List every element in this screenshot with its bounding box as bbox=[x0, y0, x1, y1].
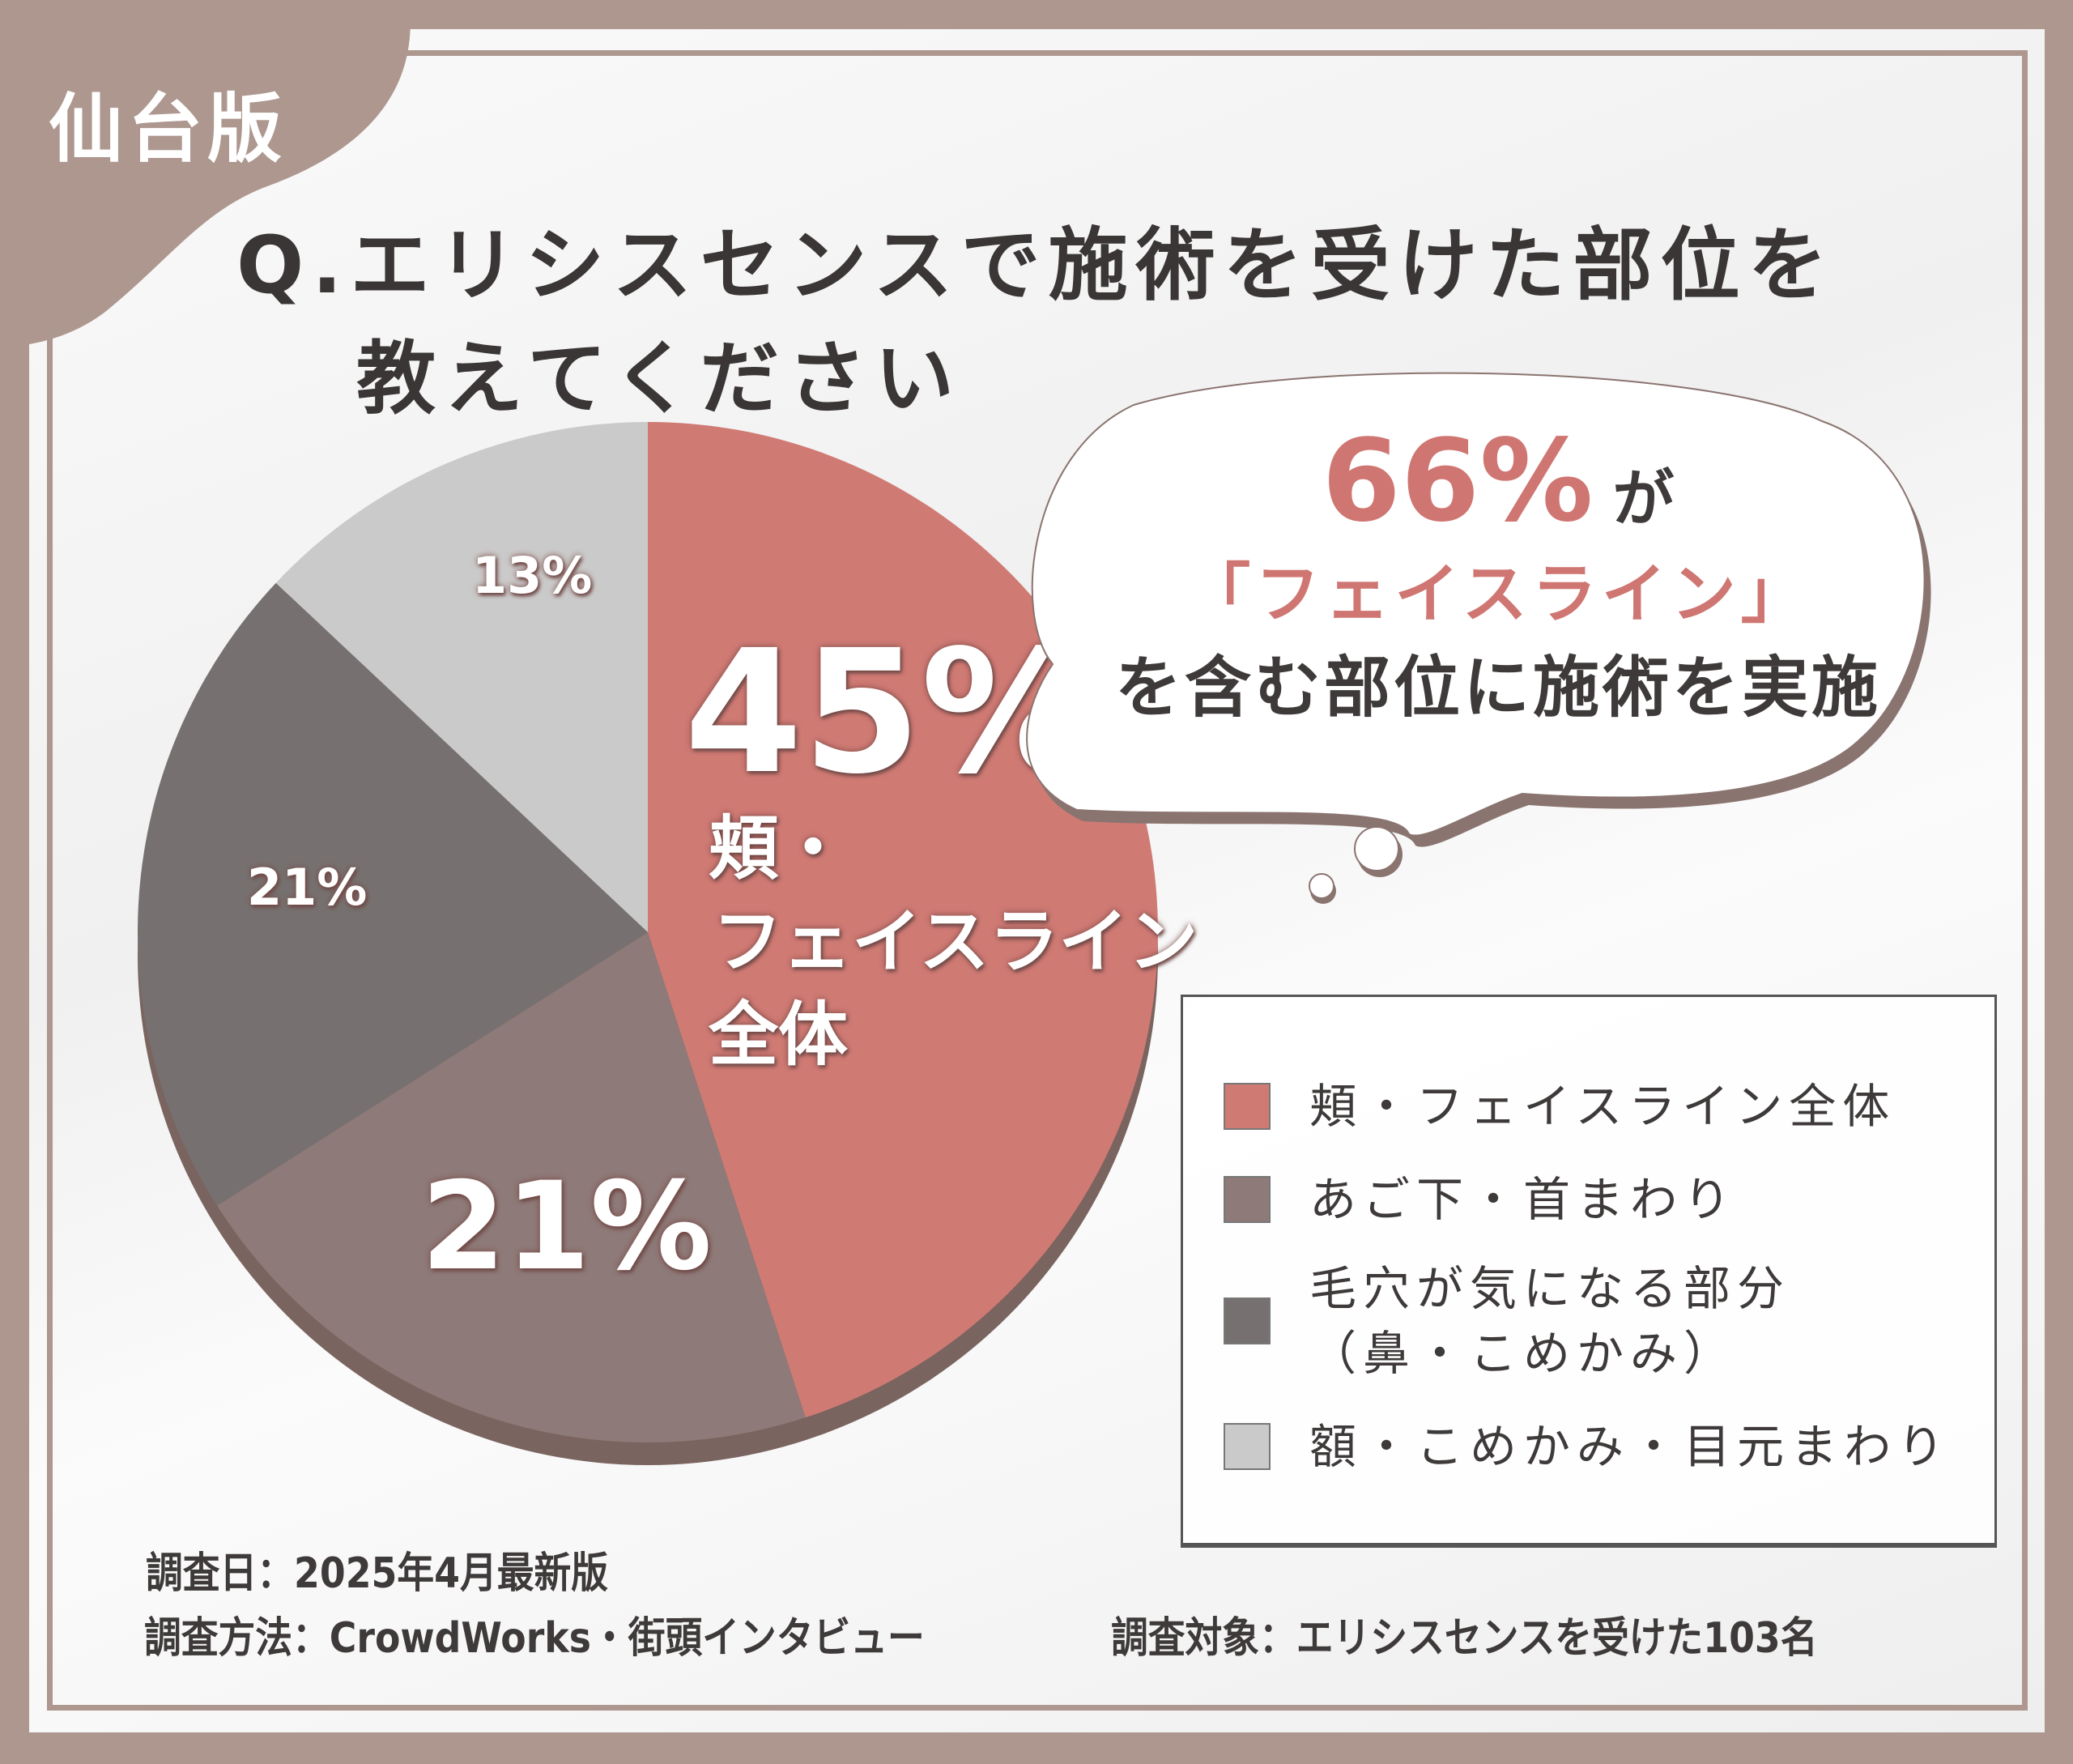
legend-label-line: あご下・首まわり bbox=[1309, 1172, 1738, 1227]
frame-border bbox=[47, 50, 2028, 1711]
legend-swatch bbox=[1224, 1176, 1271, 1223]
callout-head: 66% が bbox=[1053, 425, 1943, 539]
pie-label-2: 21% bbox=[247, 858, 368, 917]
pie-slice-0 bbox=[648, 422, 1158, 1418]
legend-label-line: 額・こめかみ・目元まわり bbox=[1309, 1419, 1952, 1474]
legend-label: 毛穴が気になる部分 （鼻・こめかみ） bbox=[1309, 1256, 1790, 1386]
legend-label-line: 頬・フェイスライン全体 bbox=[1309, 1079, 1896, 1134]
pie-slice-2 bbox=[137, 582, 648, 1206]
pie-slice-3 bbox=[275, 422, 648, 932]
pie-slice-1 bbox=[217, 932, 806, 1443]
legend-item: 額・こめかみ・目元まわり bbox=[1224, 1414, 1951, 1479]
legend-item: 毛穴が気になる部分 （鼻・こめかみ） bbox=[1224, 1256, 1790, 1386]
pie-label-3: 13% bbox=[472, 546, 593, 605]
legend-swatch bbox=[1224, 1297, 1271, 1344]
footer-date: 調査日：2025年4月最新版 bbox=[146, 1549, 609, 1598]
pie-label-0: 45% bbox=[684, 613, 1092, 812]
pie-sublabel-1: フェイスライン bbox=[713, 901, 1198, 982]
legend-label: あご下・首まわり bbox=[1309, 1167, 1737, 1232]
footer-target: 調査対象：エリシスセンスを受けた103名 bbox=[1111, 1614, 1818, 1663]
legend-label: 額・こめかみ・目元まわり bbox=[1309, 1414, 1951, 1479]
legend-label-line: （鼻・こめかみ） bbox=[1309, 1326, 1738, 1381]
callout-text: を含む部位に施術を実施 bbox=[1114, 650, 1881, 726]
callout-particle: が bbox=[1612, 462, 1675, 535]
callout-percent: 66% bbox=[1322, 415, 1594, 548]
legend: 頬・フェイスライン全体 あご下・首まわり 毛穴が気になる部分 （鼻・こめかみ） 額・こめ… bbox=[1181, 995, 1997, 1548]
legend-label-line: 毛穴が気になる部分 bbox=[1309, 1261, 1791, 1316]
badge-label: 仙台版 bbox=[49, 86, 287, 173]
pie-sublabel-0: 頬・ bbox=[709, 808, 848, 889]
legend-label: 頬・フェイスライン全体 bbox=[1309, 1074, 1896, 1139]
footer-method: 調査方法：CrowdWorks・街頭インタビュー bbox=[144, 1614, 925, 1663]
callout-highlight: 「フェイスライン」 bbox=[1185, 556, 1811, 632]
title-line2: 教えてください bbox=[356, 333, 963, 425]
pie-label-1: 21% bbox=[421, 1157, 713, 1297]
legend-swatch bbox=[1224, 1083, 1271, 1130]
legend-item: あご下・首まわり bbox=[1224, 1167, 1737, 1232]
legend-item: 頬・フェイスライン全体 bbox=[1224, 1074, 1896, 1139]
legend-swatch bbox=[1224, 1423, 1271, 1470]
title-line1: Q.エリシスセンスで施術を受けた部位を bbox=[236, 219, 1836, 312]
corner-badge bbox=[0, 0, 411, 348]
pie-sublabel-2: 全体 bbox=[709, 995, 848, 1076]
